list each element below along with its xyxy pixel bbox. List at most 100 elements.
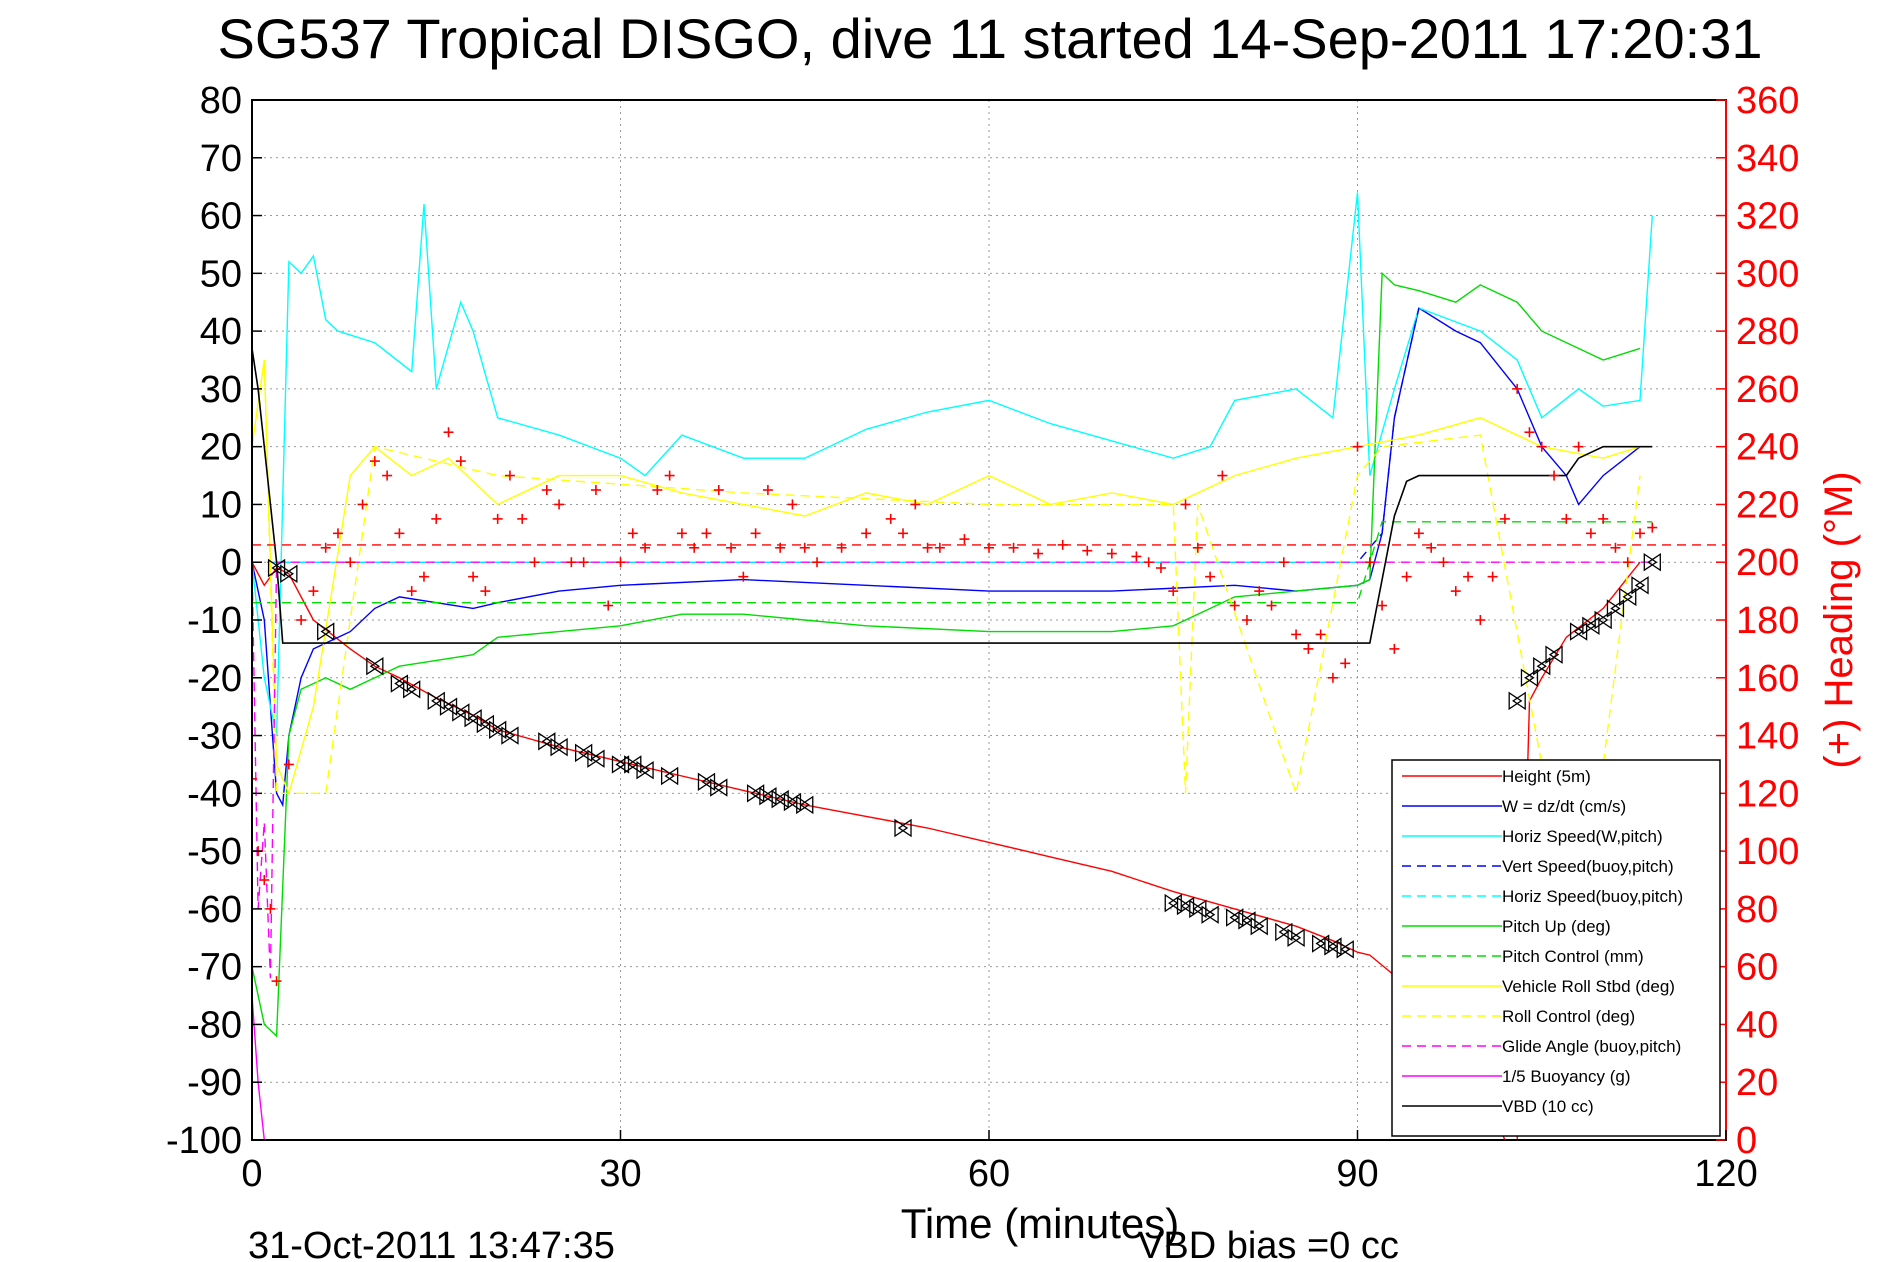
- right-tick-label: 220: [1736, 484, 1799, 526]
- x-axis-label: Time (minutes): [901, 1200, 1179, 1247]
- heading-marker: [382, 470, 393, 481]
- heading-marker: [394, 528, 405, 539]
- heading-marker: [1315, 629, 1326, 640]
- right-tick-label: 20: [1736, 1062, 1778, 1104]
- heading-marker: [1463, 571, 1474, 582]
- heading-marker: [885, 513, 896, 524]
- vbd-triangle-marker: [280, 564, 298, 583]
- heading-marker: [1254, 586, 1265, 597]
- heading-marker: [615, 557, 626, 568]
- y-tick-label: -30: [187, 716, 242, 758]
- heading-marker: [898, 528, 909, 539]
- heading-marker: [1155, 563, 1166, 573]
- legend-label-5: Pitch Up (deg): [1502, 917, 1611, 936]
- vbd-triangle-marker: [403, 680, 421, 699]
- heading-marker: [1475, 615, 1486, 625]
- y-tick-label: 50: [200, 253, 242, 295]
- heading-marker: [431, 513, 442, 524]
- heading-marker: [1426, 542, 1437, 553]
- legend-label-0: Height (5m): [1502, 767, 1591, 786]
- heading-marker: [271, 976, 282, 987]
- x-tick-label: 30: [599, 1153, 641, 1195]
- chart-title: SG537 Tropical DISGO, dive 11 started 14…: [217, 7, 1762, 70]
- vbd-triangle-marker: [1189, 899, 1207, 919]
- heading-marker: [787, 499, 798, 510]
- y-tick-label: 40: [200, 311, 242, 353]
- heading-marker: [517, 513, 528, 524]
- vbd-triangle-marker: [550, 737, 568, 757]
- heading-marker: [566, 557, 577, 568]
- vbd-triangle-marker: [1226, 908, 1244, 927]
- vbd-triangle-marker: [1631, 576, 1649, 595]
- heading-marker: [455, 456, 466, 467]
- heading-marker: [1561, 513, 1572, 524]
- heading-marker: [1512, 383, 1523, 394]
- heading-marker: [418, 571, 429, 582]
- vbd-triangle-marker: [1508, 691, 1526, 711]
- heading-marker: [1241, 615, 1252, 625]
- x-tick-label: 0: [241, 1153, 262, 1195]
- heading-marker: [1536, 441, 1547, 452]
- heading-marker: [554, 499, 565, 510]
- right-tick-label: 340: [1736, 138, 1799, 180]
- heading-marker: [652, 485, 663, 495]
- heading-marker: [1389, 643, 1400, 654]
- heading-marker: [627, 528, 638, 539]
- legend-label-11: VBD (10 cc): [1502, 1097, 1594, 1116]
- vbd-triangle-marker: [1643, 553, 1661, 572]
- vbd-triangle-marker: [636, 761, 654, 780]
- x-tick-label: 90: [1336, 1153, 1378, 1195]
- heading-marker: [701, 528, 712, 539]
- y-tick-label: -100: [166, 1120, 242, 1162]
- heading-marker: [664, 470, 675, 481]
- legend-label-3: Vert Speed(buoy,pitch): [1502, 857, 1674, 876]
- vbd-triangle-marker: [759, 787, 777, 806]
- heading-marker: [910, 499, 921, 510]
- heading-marker: [320, 542, 331, 553]
- y-tick-label: 30: [200, 369, 242, 411]
- heading-marker: [1033, 548, 1044, 559]
- vbd-triangle-marker: [783, 792, 802, 812]
- footer-date: 31-Oct-2011 13:47:35: [248, 1225, 615, 1262]
- vbd-triangle-marker: [476, 714, 495, 734]
- vbd-triangle-marker: [1545, 645, 1563, 664]
- x-tick-label: 120: [1694, 1153, 1757, 1195]
- heading-marker: [1143, 557, 1154, 568]
- heading-marker: [1168, 586, 1179, 597]
- right-tick-label: 360: [1736, 80, 1799, 122]
- vbd-triangle-marker: [317, 622, 335, 641]
- vbd-triangle-marker: [1250, 917, 1268, 936]
- heading-marker: [1635, 528, 1646, 539]
- heading-marker: [480, 586, 491, 597]
- heading-marker: [308, 586, 319, 597]
- legend-box: [1391, 759, 1721, 1137]
- legend-label-8: Roll Control (deg): [1502, 1007, 1635, 1026]
- heading-marker: [468, 571, 479, 582]
- right-tick-label: 60: [1736, 947, 1778, 989]
- heading-marker: [504, 470, 515, 481]
- series-line-0: [252, 561, 1641, 1140]
- vbd-triangle-marker: [1324, 937, 1342, 956]
- heading-marker: [1573, 441, 1584, 452]
- vbd-triangle-marker: [1336, 940, 1354, 959]
- heading-marker: [259, 875, 270, 885]
- heading-marker: [1131, 551, 1142, 562]
- heading-marker: [296, 615, 307, 625]
- x-tick-label: 60: [968, 1153, 1010, 1195]
- heading-marker: [1487, 571, 1498, 582]
- heading-marker: [1291, 629, 1302, 640]
- y-tick-label: -20: [187, 658, 242, 700]
- right-tick-label: 40: [1736, 1004, 1778, 1046]
- legend-label-6: Pitch Control (mm): [1502, 947, 1644, 966]
- heading-marker: [959, 534, 970, 545]
- plot-series: [252, 192, 1726, 1140]
- vbd-triangle-marker: [587, 749, 605, 768]
- heading-marker: [443, 427, 454, 438]
- heading-marker: [265, 903, 276, 914]
- heading-marker: [283, 759, 294, 770]
- legend-label-1: W = dz/dt (cm/s): [1502, 797, 1626, 816]
- series-line-2: [252, 192, 1653, 736]
- heading-marker: [590, 485, 601, 495]
- heading-marker: [1585, 528, 1596, 539]
- heading-marker: [541, 485, 552, 495]
